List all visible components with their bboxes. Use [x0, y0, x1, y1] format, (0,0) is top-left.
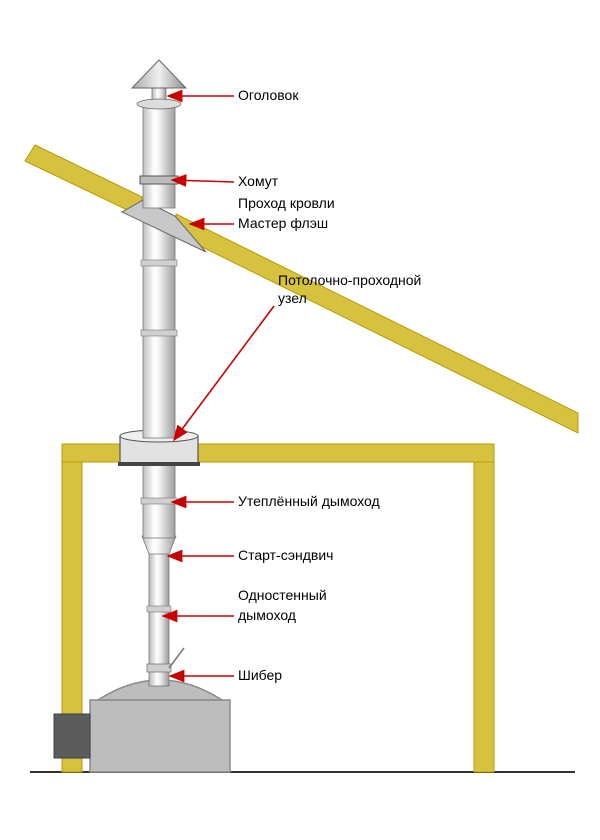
label-insulated: Утеплённый дымоход	[238, 493, 380, 509]
label-damper: Шибер	[238, 667, 282, 683]
damper-handle	[169, 648, 184, 668]
label-roof_pass_1: Проход кровли	[238, 195, 335, 211]
label-clamp: Хомут	[238, 173, 279, 189]
ceiling-right	[174, 444, 494, 462]
pipe-above-roof	[143, 104, 175, 208]
callout-labels: Оголовок Хомут Проход кровли Мастер флэш Пот…	[238, 87, 421, 683]
roof-right	[176, 214, 578, 433]
start-sandwich	[142, 536, 176, 554]
roof-left	[25, 145, 142, 217]
label-ceiling_2: узел	[278, 290, 307, 306]
pipe-attic	[143, 218, 175, 438]
label-ceiling_1: Потолочно-проходной	[278, 272, 421, 288]
chimney-cap	[132, 60, 186, 109]
arrow-clamp	[172, 180, 234, 182]
wall-right	[474, 452, 494, 772]
chimney-diagram: Оголовок Хомут Проход кровли Мастер флэш Пот…	[0, 0, 600, 840]
label-single_1: Одностенный	[238, 587, 327, 603]
label-start: Старт-сэндвич	[238, 547, 333, 563]
label-roof_pass_2: Мастер флэш	[238, 215, 328, 231]
label-single_2: дымоход	[238, 607, 296, 623]
damper-ring	[147, 664, 171, 672]
label-cap: Оголовок	[238, 87, 299, 103]
arrow-ceiling_2	[174, 306, 274, 440]
